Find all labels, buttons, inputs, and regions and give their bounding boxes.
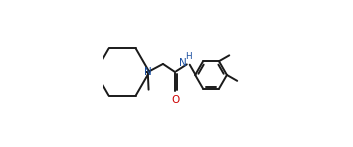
Text: H: H xyxy=(185,52,192,61)
Text: N: N xyxy=(144,67,152,77)
Text: O: O xyxy=(171,95,179,105)
Text: N: N xyxy=(179,58,187,68)
